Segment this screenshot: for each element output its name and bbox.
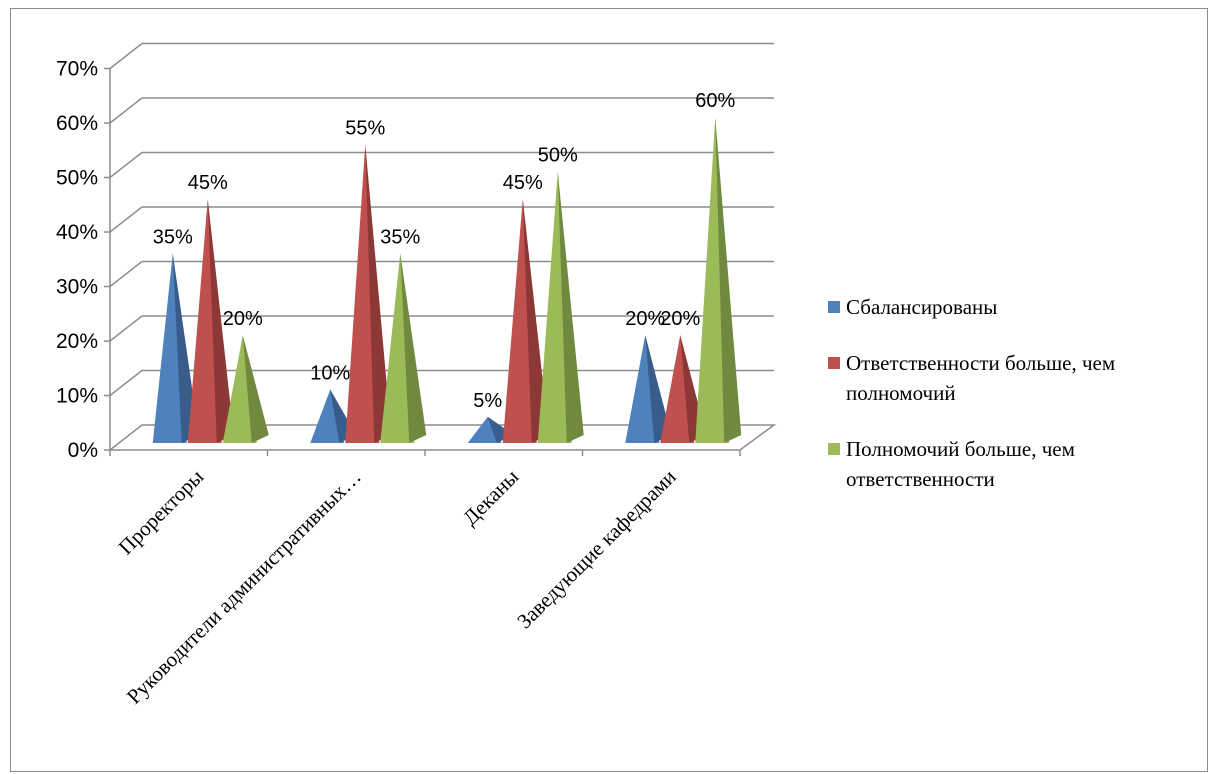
gridline-side xyxy=(109,206,143,233)
cone-front xyxy=(625,335,660,443)
gridline-side xyxy=(109,42,143,70)
cone-front xyxy=(380,253,415,443)
legend-label-balanced: Сбалансированы xyxy=(846,295,998,319)
floor-outline xyxy=(107,424,777,451)
cone-side xyxy=(400,253,427,443)
data-labels: 35%45%20%10%55%35%5%45%50%20%20%60% xyxy=(153,90,736,412)
legend-swatch-balanced xyxy=(828,301,840,313)
cone-front xyxy=(187,198,222,443)
y-tick-label: 0% xyxy=(68,439,98,462)
cone-front xyxy=(502,198,537,443)
cone-front xyxy=(152,253,187,443)
data-label: 45% xyxy=(503,172,543,194)
legend: Сбалансированы Ответственности больше, ч… xyxy=(828,292,1198,520)
cone-front xyxy=(222,335,257,443)
legend-swatch-more-responsibility xyxy=(828,357,840,369)
cone-front xyxy=(310,389,345,443)
cone-side xyxy=(557,171,584,443)
data-label: 20% xyxy=(660,308,700,330)
legend-swatch-more-authority xyxy=(828,443,840,455)
gridline-side xyxy=(109,315,143,342)
data-label: 50% xyxy=(538,145,578,167)
y-tick-label: 10% xyxy=(56,385,98,408)
y-tick-label: 60% xyxy=(56,112,98,135)
y-tick-label: 40% xyxy=(56,221,98,244)
data-label: 35% xyxy=(380,226,420,248)
cone-front xyxy=(695,117,730,443)
y-tick-label: 30% xyxy=(56,276,98,299)
data-cones xyxy=(152,117,742,443)
data-label: 20% xyxy=(223,308,263,330)
gridline-side xyxy=(109,151,143,179)
cone-front xyxy=(660,335,695,443)
y-tick-label: 70% xyxy=(56,58,98,81)
category-label: Проректоры xyxy=(114,465,209,560)
gridlines xyxy=(109,42,774,397)
cone-side xyxy=(242,335,269,443)
cone-front xyxy=(537,171,572,443)
data-label: 55% xyxy=(345,117,385,139)
cone-side xyxy=(365,144,392,443)
legend-label-more-responsibility: Ответственности больше, чем полномочий xyxy=(846,351,1116,405)
legend-item-more-authority: Полномочий больше, чем ответственности xyxy=(828,434,1198,494)
data-label: 45% xyxy=(188,172,228,194)
y-axis-ticks: 0% 10% 20% 30% 40% 50% 60% 70% xyxy=(56,58,110,462)
chart-floor xyxy=(107,424,777,456)
category-label: Деканы xyxy=(458,465,523,530)
data-label: 60% xyxy=(695,90,735,112)
data-label: 10% xyxy=(310,363,350,385)
cone-front xyxy=(467,416,502,443)
data-label: 20% xyxy=(625,308,665,330)
cone-side xyxy=(715,117,742,443)
cone-front xyxy=(345,144,380,443)
legend-label-more-authority: Полномочий больше, чем ответственности xyxy=(846,437,1075,491)
category-label: Заведующие кафедрами xyxy=(512,465,681,634)
gridline-side xyxy=(109,369,143,397)
y-tick-label: 50% xyxy=(56,167,98,190)
legend-item-more-responsibility: Ответственности больше, чем полномочий xyxy=(828,348,1198,408)
y-tick-label: 20% xyxy=(56,330,98,353)
gridline-side xyxy=(109,260,143,288)
gridline-side xyxy=(109,97,143,124)
data-label: 5% xyxy=(473,390,502,412)
data-label: 35% xyxy=(153,226,193,248)
cone-side xyxy=(207,198,234,443)
legend-item-balanced: Сбалансированы xyxy=(828,292,1198,322)
cone-side xyxy=(645,335,672,443)
